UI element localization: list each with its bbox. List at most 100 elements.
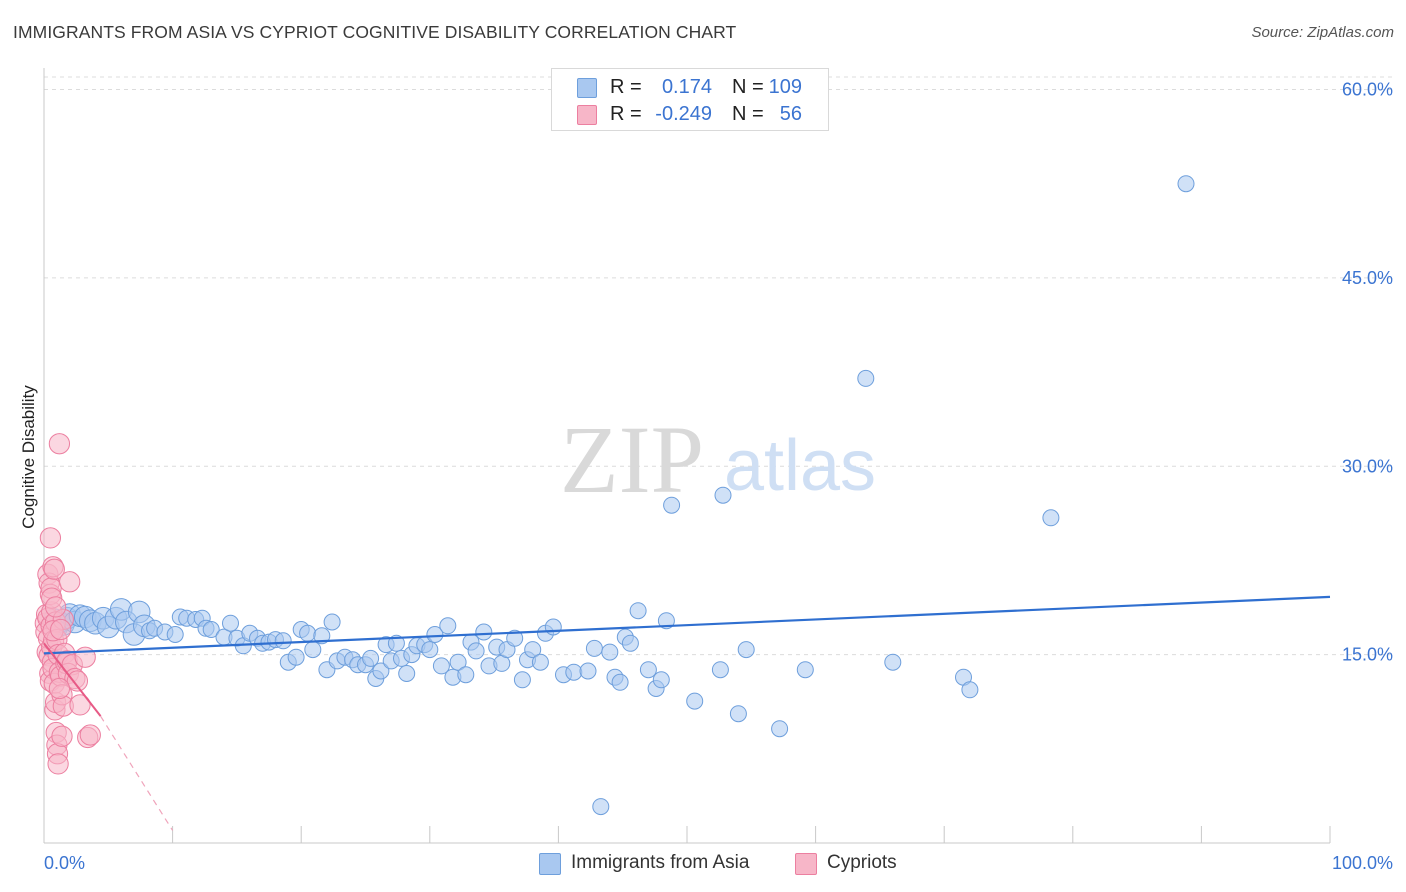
- data-point: [513, 671, 531, 689]
- data-point: [202, 621, 220, 638]
- legend-n-value: 56: [779, 103, 802, 125]
- data-point: [421, 641, 439, 659]
- data-point: [737, 641, 755, 659]
- data-point: [457, 666, 475, 684]
- trend-line-asia: [43, 595, 1331, 655]
- data-point: [48, 677, 71, 700]
- bottom-legend-label-cypriots: Cypriots: [827, 852, 897, 873]
- trend-lines: [43, 595, 1331, 831]
- data-point: [432, 657, 450, 675]
- data-point: [524, 641, 542, 659]
- watermark: ZIP atlas: [560, 406, 876, 513]
- data-point: [44, 596, 67, 618]
- data-point: [398, 665, 416, 682]
- data-point: [287, 648, 305, 666]
- bottom-legend-swatch-asia: [539, 853, 561, 875]
- data-point: [857, 369, 875, 387]
- data-point: [686, 692, 704, 710]
- data-point: [50, 618, 72, 641]
- legend-swatch-asia: [577, 78, 597, 98]
- data-point: [51, 725, 73, 747]
- y-axis-label: Cognitive Disability: [19, 385, 38, 529]
- data-point: [579, 662, 597, 680]
- y-tick-labels: 15.0% 30.0% 45.0% 60.0%: [1342, 80, 1393, 665]
- data-point: [439, 617, 457, 635]
- legend-r-value: 0.174: [661, 76, 712, 98]
- y-tick-label: 45.0%: [1342, 268, 1393, 288]
- data-point: [1177, 175, 1195, 193]
- bottom-legend-swatch-cypriots: [795, 853, 817, 875]
- data-point: [323, 613, 341, 631]
- legend-n-label: N =: [732, 103, 764, 125]
- data-point: [639, 661, 657, 679]
- y-tick-label: 15.0%: [1342, 645, 1393, 665]
- data-point: [449, 653, 467, 671]
- data-point: [961, 681, 979, 699]
- data-point: [387, 634, 405, 652]
- data-point: [362, 649, 380, 667]
- y-tick-label: 60.0%: [1342, 80, 1393, 100]
- watermark-zip: ZIP: [560, 406, 704, 513]
- data-point: [48, 433, 71, 455]
- x-tick-label-min: 0.0%: [44, 853, 85, 873]
- data-point: [592, 798, 610, 816]
- data-point: [304, 641, 322, 659]
- x-tick-label-max: 100.0%: [1332, 853, 1393, 873]
- source-label: Source: ZipAtlas.com: [1251, 24, 1394, 41]
- data-point: [652, 671, 670, 689]
- data-point: [506, 629, 524, 647]
- series-immigrants-from-asia: [43, 175, 1195, 816]
- legend-swatch-cypriots: [577, 105, 597, 125]
- data-point: [711, 661, 729, 679]
- data-point: [426, 626, 444, 643]
- data-point: [771, 720, 789, 738]
- data-point: [611, 673, 629, 691]
- data-point: [565, 663, 583, 681]
- legend-n-value: 109: [768, 76, 802, 98]
- data-point: [663, 496, 681, 514]
- watermark-atlas: atlas: [724, 426, 876, 506]
- data-point: [544, 618, 562, 636]
- data-point: [714, 486, 732, 504]
- bottom-legend-label-asia: Immigrants from Asia: [571, 852, 750, 873]
- y-tick-label: 30.0%: [1342, 456, 1393, 476]
- legend-row-asia: R = 0.174 N = 109: [552, 75, 828, 101]
- legend-r-label: R =: [610, 103, 642, 125]
- data-point: [313, 627, 331, 645]
- data-point: [39, 527, 62, 549]
- legend-row-cypriots: R = -0.249 N = 56: [552, 102, 828, 128]
- legend-box: R = 0.174 N = 109 R = -0.249 N = 56: [551, 68, 829, 131]
- data-point: [47, 753, 69, 775]
- data-point: [531, 653, 549, 671]
- data-point: [66, 670, 89, 692]
- data-point: [43, 558, 65, 580]
- data-point: [59, 571, 81, 593]
- axes: [43, 68, 1331, 844]
- data-point: [629, 602, 647, 620]
- data-point: [467, 642, 485, 660]
- legend-n-label: N =: [732, 76, 764, 98]
- data-point: [274, 632, 292, 650]
- data-point: [601, 643, 619, 661]
- data-point: [657, 612, 675, 630]
- data-point: [729, 705, 747, 723]
- data-point: [372, 662, 390, 680]
- legend-r-value: -0.249: [655, 103, 712, 125]
- grid-lines: [44, 76, 1393, 656]
- data-point: [79, 724, 101, 746]
- trend-line-cypriots: [43, 642, 102, 717]
- data-point: [74, 646, 96, 668]
- data-point: [1042, 509, 1060, 527]
- trend-line-cypriots-extension: [100, 715, 174, 831]
- data-point: [796, 661, 814, 679]
- series-cypriots: [34, 433, 101, 775]
- data-point: [585, 639, 603, 657]
- data-point: [884, 653, 902, 671]
- data-point: [222, 614, 239, 632]
- data-point: [475, 623, 493, 641]
- data-point: [299, 624, 317, 642]
- x-tick-labels: 0.0% 100.0%: [44, 853, 1393, 873]
- data-point: [166, 626, 184, 643]
- data-point: [69, 694, 91, 716]
